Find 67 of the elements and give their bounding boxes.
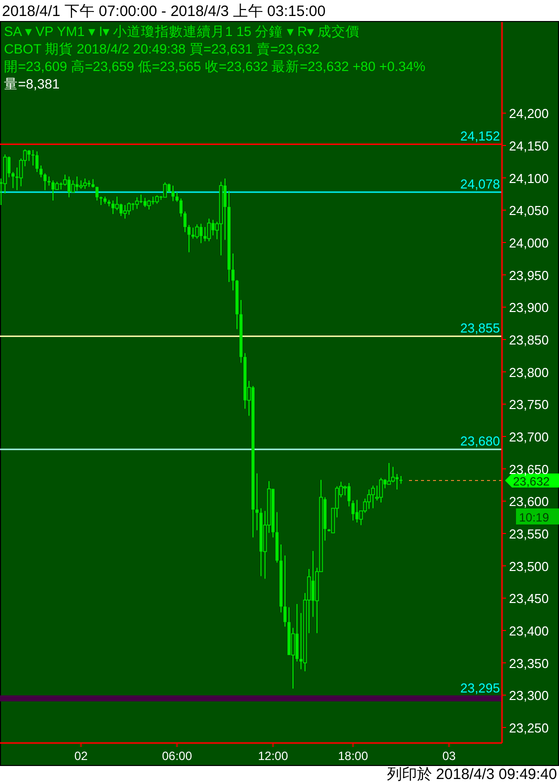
candlestick (96, 186, 98, 201)
candlestick (44, 172, 46, 191)
ref-line-label: 23,855 (460, 320, 500, 336)
y-tick-label: 24,100 (509, 170, 549, 186)
y-tick-label: 23,650 (509, 462, 549, 477)
x-tick-label: 06:00 (162, 749, 192, 763)
candlestick (284, 554, 286, 628)
annotation: 量=8,381 (4, 76, 60, 92)
y-tick-label: 23,450 (509, 591, 549, 606)
y-tick-label: 23,950 (509, 268, 549, 283)
annotation: 開=23,609 高=23,659 低=23,565 收=23,632 最新=23,632 +80 +0.34% (4, 59, 426, 74)
candlestick (256, 472, 258, 531)
x-tick-label: 02 (74, 749, 88, 763)
candlestick (48, 176, 50, 186)
y-tick-label: 23,850 (509, 332, 549, 348)
candlestick (163, 182, 167, 198)
x-tick-label: 18:00 (338, 749, 368, 763)
ref-line-label: 23,680 (460, 434, 500, 449)
candlestick (123, 204, 127, 220)
y-tick-label: 23,800 (509, 364, 549, 380)
candlestick (40, 165, 42, 178)
candlestick (387, 462, 391, 485)
chart-title: 2018/4/1 下午 07:00:00 - 2018/4/3 上午 03:15:00 (2, 3, 326, 20)
y-tick-label: 23,250 (509, 720, 549, 736)
y-tick-label: 23,400 (509, 623, 549, 638)
candlestick (352, 500, 354, 522)
y-tick-label: 23,900 (509, 300, 549, 316)
candlestick (147, 199, 151, 210)
candlestick (367, 489, 371, 510)
y-tick-label: 23,600 (509, 494, 549, 510)
candlestick (232, 252, 234, 291)
annotation: SA ▾ VP YM1 ▾ I▾ 小道瓊指數連續月1 15 分鐘 ▾ R▾ 成交價 (4, 24, 360, 39)
candlestick (180, 198, 182, 218)
y-tick-label: 23,500 (509, 558, 549, 574)
candlestick (379, 477, 383, 503)
y-tick-label: 23,350 (509, 656, 549, 671)
ref-line-label: 24,152 (460, 128, 500, 144)
y-tick-label: 23,700 (509, 429, 549, 444)
candlestick (12, 172, 14, 189)
candlestick (71, 180, 75, 193)
candlestick (176, 192, 178, 202)
candlestick (207, 218, 211, 242)
y-tick-label: 24,150 (509, 138, 549, 154)
y-tick-label: 24,050 (509, 203, 549, 218)
y-tick-label: 24,200 (509, 106, 549, 122)
candlestick (32, 150, 34, 166)
x-tick-label: 12:00 (258, 749, 288, 763)
text: 列印於 2018/4/3 09:49:40 (386, 766, 557, 782)
ref-line-label: 23,632 (513, 474, 550, 488)
candlestick (188, 224, 190, 253)
candlestick (83, 178, 87, 190)
y-tick-label: 24,000 (509, 236, 549, 251)
text: 10:19 (519, 510, 550, 524)
candlestick (195, 224, 199, 240)
candlestick (127, 202, 131, 216)
y-tick-label: 23,750 (509, 397, 549, 412)
ref-line-label: 24,078 (460, 176, 500, 192)
ref-line-label: 23,295 (460, 680, 500, 696)
candlestick (371, 485, 375, 509)
candlestick (36, 150, 38, 173)
annotation: CBOT 期貨 2018/4/2 20:49:38 買=23,631 賣=23,632 (4, 42, 320, 56)
y-tick-label: 23,300 (509, 688, 549, 704)
candlestick (135, 196, 139, 210)
candlestick (172, 185, 174, 202)
y-tick-label: 23,550 (509, 526, 549, 542)
x-tick-label: 03 (442, 749, 456, 763)
candlestick (184, 210, 186, 233)
